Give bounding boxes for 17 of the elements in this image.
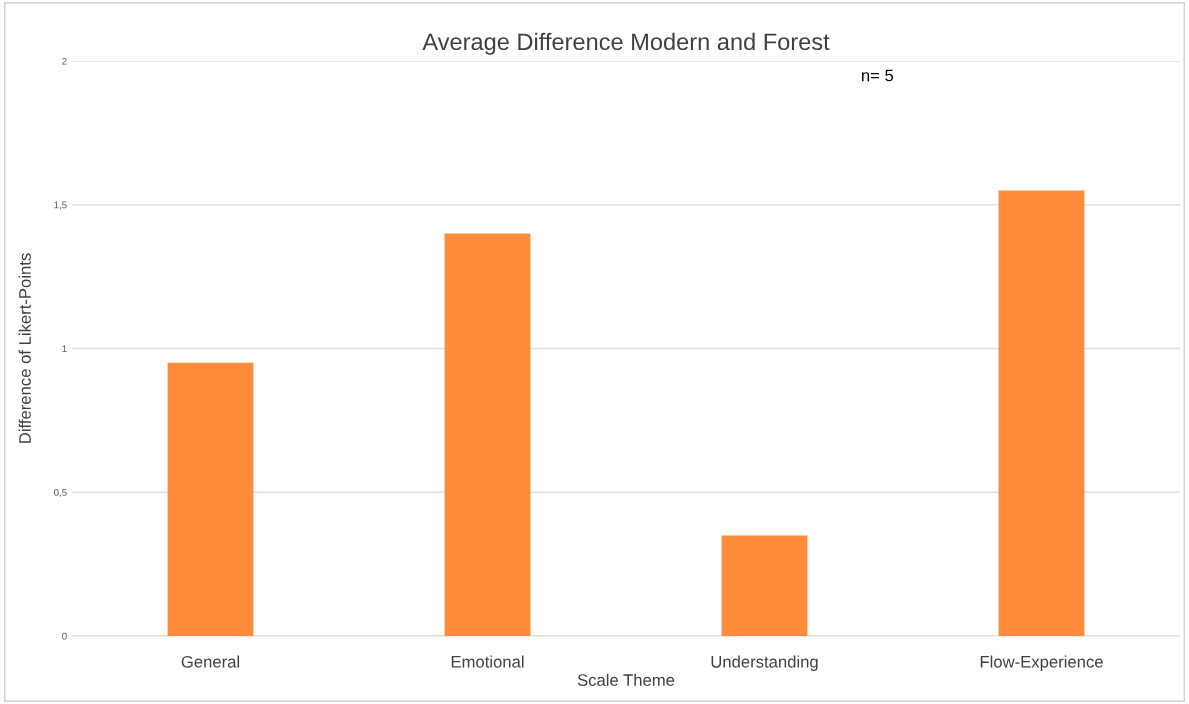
y-axis-title: Difference of Likert-Points bbox=[18, 253, 31, 443]
x-tick-label: Emotional bbox=[451, 655, 524, 668]
x-tick-label: Flow-Experience bbox=[980, 655, 1103, 671]
y-tick-label: 2 bbox=[62, 57, 67, 65]
bar bbox=[444, 233, 531, 636]
bar bbox=[167, 362, 254, 636]
bar bbox=[721, 535, 808, 636]
x-tick-label: Understanding bbox=[711, 655, 818, 671]
y-tick-label: 1,5 bbox=[54, 201, 67, 210]
chart-title: Average Difference Modern and Forest bbox=[422, 32, 830, 55]
y-tick-label: 1 bbox=[62, 345, 67, 353]
bar bbox=[998, 190, 1085, 636]
y-tick-label: 0,5 bbox=[54, 488, 67, 498]
annotation: n= 5 bbox=[862, 69, 894, 82]
x-tick-label: General bbox=[181, 655, 240, 668]
x-axis-title: Scale Theme bbox=[577, 673, 675, 686]
y-tick-label: 0 bbox=[62, 632, 67, 640]
